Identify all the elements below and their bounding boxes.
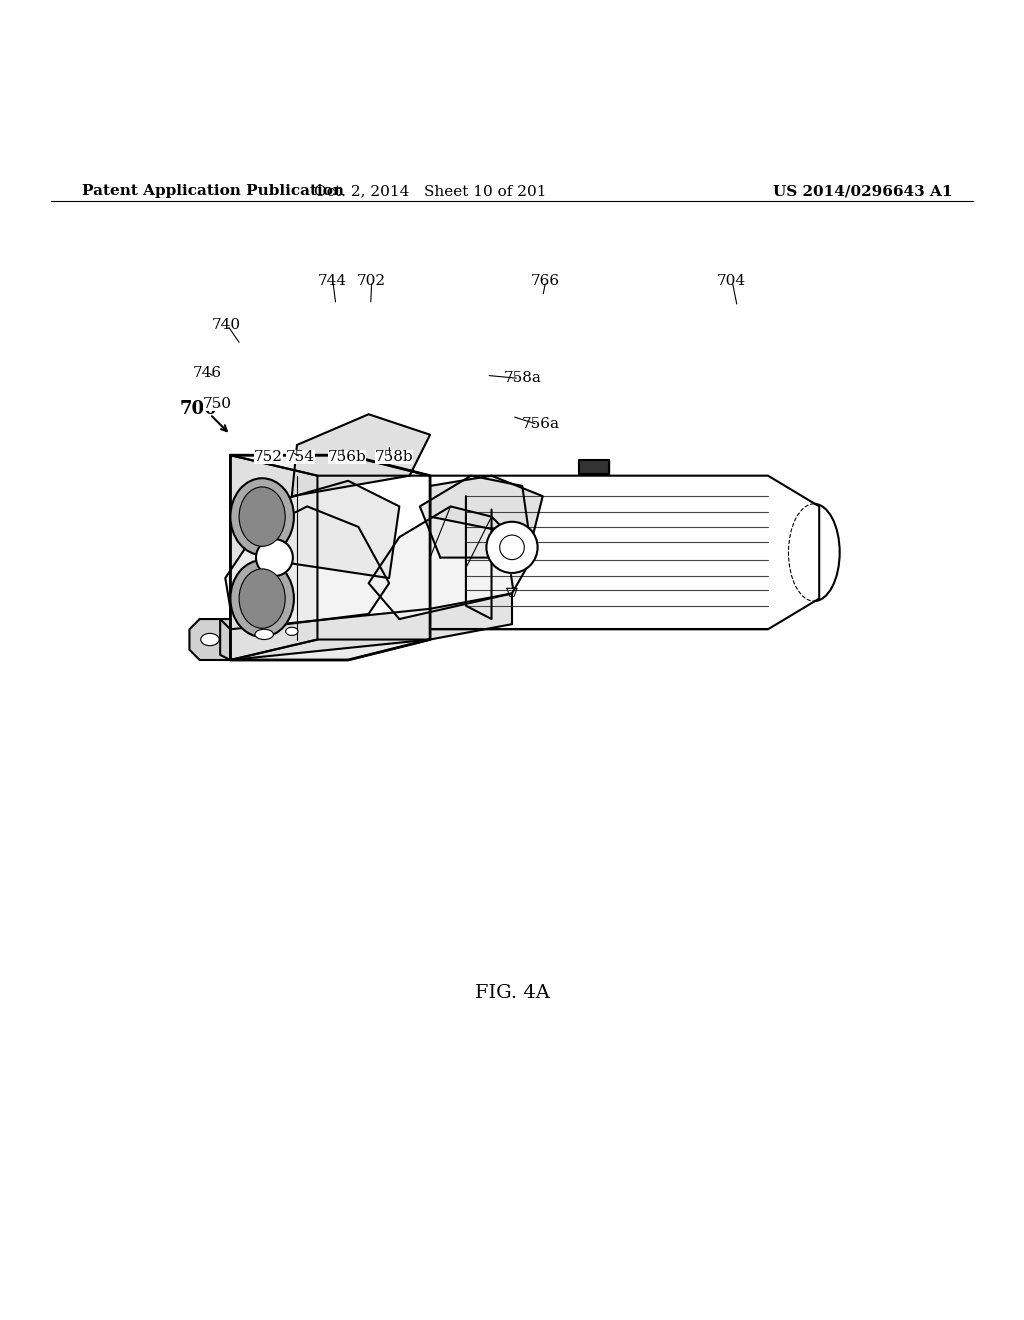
- Text: 750: 750: [203, 397, 231, 411]
- Text: 756a: 756a: [522, 417, 560, 432]
- Polygon shape: [189, 619, 230, 660]
- Ellipse shape: [240, 569, 285, 628]
- Text: Patent Application Publication: Patent Application Publication: [82, 183, 344, 198]
- Text: FIG. 4A: FIG. 4A: [474, 983, 550, 1002]
- Text: 752: 752: [254, 450, 283, 465]
- Text: US 2014/0296643 A1: US 2014/0296643 A1: [773, 183, 952, 198]
- Ellipse shape: [230, 478, 294, 554]
- Circle shape: [256, 539, 293, 576]
- Circle shape: [486, 521, 538, 573]
- Polygon shape: [430, 475, 543, 537]
- Polygon shape: [230, 455, 317, 660]
- Polygon shape: [230, 455, 430, 475]
- Ellipse shape: [240, 487, 285, 546]
- Polygon shape: [369, 507, 532, 619]
- Polygon shape: [276, 480, 399, 578]
- Text: 702: 702: [356, 275, 385, 288]
- Text: 746: 746: [193, 366, 221, 380]
- Polygon shape: [579, 461, 609, 474]
- Text: 758b: 758b: [375, 450, 414, 465]
- Polygon shape: [230, 639, 430, 660]
- Polygon shape: [225, 507, 389, 630]
- Text: 744: 744: [317, 275, 346, 288]
- Ellipse shape: [201, 634, 219, 645]
- Text: Oct. 2, 2014   Sheet 10 of 201: Oct. 2, 2014 Sheet 10 of 201: [313, 183, 547, 198]
- Polygon shape: [420, 475, 532, 557]
- Text: 756b: 756b: [328, 450, 367, 465]
- Text: 766: 766: [530, 275, 559, 288]
- Ellipse shape: [255, 630, 273, 639]
- Text: 754: 754: [286, 450, 314, 465]
- Ellipse shape: [286, 627, 298, 635]
- Ellipse shape: [230, 560, 294, 638]
- Text: 700: 700: [179, 400, 217, 418]
- Text: 758a: 758a: [504, 371, 542, 385]
- Polygon shape: [292, 414, 430, 496]
- Text: 740: 740: [212, 318, 241, 333]
- Polygon shape: [230, 455, 430, 660]
- Text: 704: 704: [717, 275, 745, 288]
- Polygon shape: [220, 594, 512, 660]
